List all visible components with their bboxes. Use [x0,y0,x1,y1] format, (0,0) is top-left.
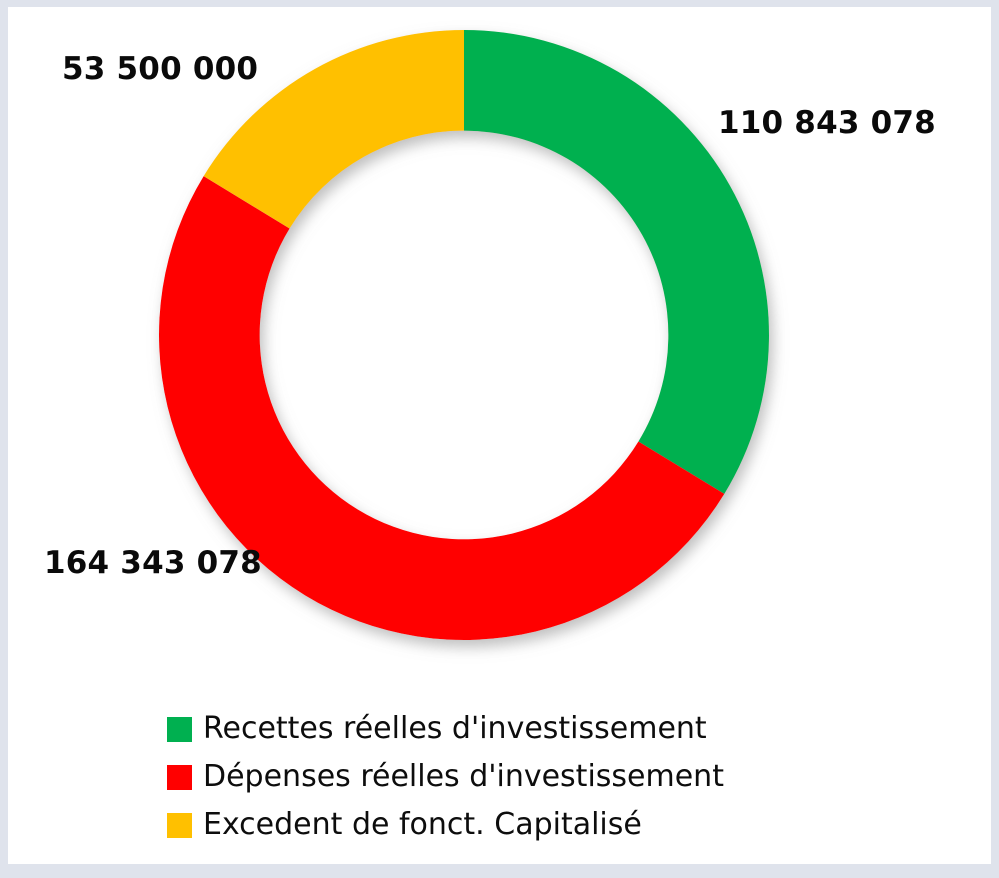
legend-item-depenses[interactable]: Dépenses réelles d'investissement [167,753,867,801]
legend-swatch-green [167,716,192,742]
legend-label-excedent: Excedent de fonct. Capitalisé [203,807,642,842]
donut-svg [159,30,769,640]
legend-label-recettes: Recettes réelles d'investissement [203,711,707,746]
legend-item-excedent[interactable]: Excedent de fonct. Capitalisé [167,801,867,849]
donut-slices [159,30,769,640]
legend-label-depenses: Dépenses réelles d'investissement [203,759,724,794]
donut-slice-excedent[interactable] [203,30,464,229]
chart-frame: 53 500 000 110 843 078 164 343 078 Recet… [8,7,991,864]
legend: Recettes réelles d'investissement Dépens… [167,705,867,849]
value-label-recettes: 110 843 078 [718,105,936,141]
donut-chart [8,7,991,687]
value-label-excedent: 53 500 000 [62,51,259,87]
legend-item-recettes[interactable]: Recettes réelles d'investissement [167,705,867,753]
value-label-depenses: 164 343 078 [44,545,262,581]
donut-slice-depenses[interactable] [159,176,725,640]
legend-swatch-red [167,764,192,790]
legend-swatch-yellow [167,812,192,838]
donut-slice-recettes[interactable] [464,30,769,494]
